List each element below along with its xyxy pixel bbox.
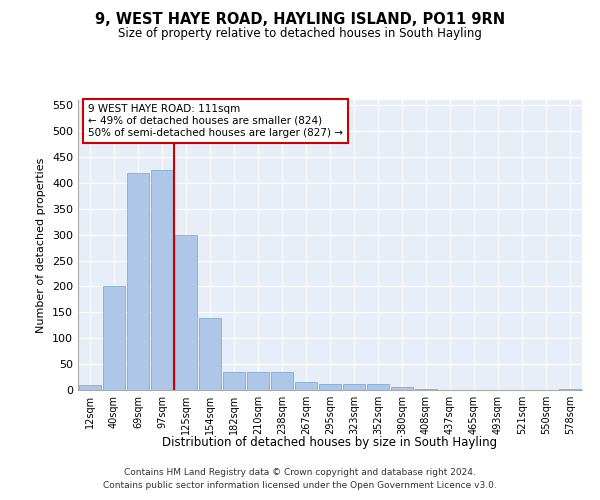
Text: Contains HM Land Registry data © Crown copyright and database right 2024.: Contains HM Land Registry data © Crown c… — [124, 468, 476, 477]
Bar — [175, 234, 197, 390]
Y-axis label: Number of detached properties: Number of detached properties — [37, 158, 46, 332]
Text: 9 WEST HAYE ROAD: 111sqm
← 49% of detached houses are smaller (824)
50% of semi-: 9 WEST HAYE ROAD: 111sqm ← 49% of detach… — [88, 104, 343, 138]
Bar — [319, 384, 341, 390]
Text: Contains public sector information licensed under the Open Government Licence v3: Contains public sector information licen… — [103, 482, 497, 490]
Bar — [127, 172, 149, 390]
Bar — [199, 318, 221, 390]
Bar — [103, 286, 125, 390]
Bar — [559, 389, 581, 390]
Text: Distribution of detached houses by size in South Hayling: Distribution of detached houses by size … — [163, 436, 497, 449]
Bar — [295, 382, 317, 390]
Bar — [223, 372, 245, 390]
Bar — [367, 384, 389, 390]
Bar — [271, 372, 293, 390]
Text: Size of property relative to detached houses in South Hayling: Size of property relative to detached ho… — [118, 28, 482, 40]
Bar — [79, 385, 101, 390]
Bar — [343, 384, 365, 390]
Bar — [151, 170, 173, 390]
Bar — [391, 388, 413, 390]
Bar — [247, 372, 269, 390]
Text: 9, WEST HAYE ROAD, HAYLING ISLAND, PO11 9RN: 9, WEST HAYE ROAD, HAYLING ISLAND, PO11 … — [95, 12, 505, 28]
